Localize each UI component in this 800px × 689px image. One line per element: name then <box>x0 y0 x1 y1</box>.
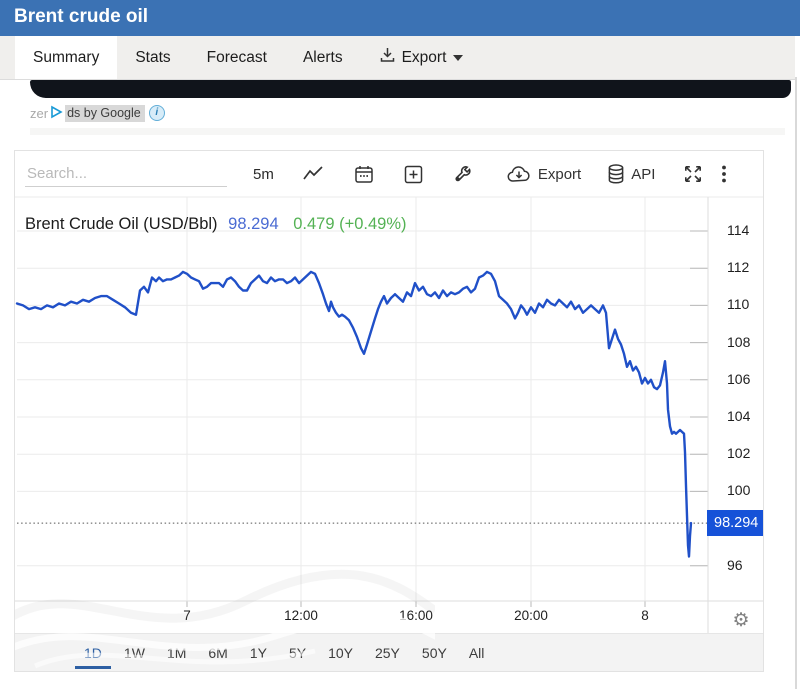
calendar-icon <box>354 165 374 184</box>
page-title: Brent crude oil <box>14 6 149 27</box>
range-button-1d[interactable]: 1D <box>73 634 113 671</box>
range-button-1w[interactable]: 1W <box>113 634 156 671</box>
api-button[interactable]: API <box>605 162 657 186</box>
interval-selector[interactable]: 5m <box>253 165 274 183</box>
range-button-1m[interactable]: 1M <box>156 634 197 671</box>
y-axis-label: 106 <box>727 370 751 387</box>
tab-stats[interactable]: Stats <box>117 36 188 79</box>
tab-alerts-label: Alerts <box>302 48 343 66</box>
x-axis-label: 20:00 <box>514 608 548 623</box>
add-series-icon <box>404 165 423 184</box>
instrument-change: 0.479 (+0.49%) <box>293 215 407 233</box>
range-button-6m[interactable]: 6M <box>197 634 238 671</box>
y-axis-label: 112 <box>727 259 750 276</box>
fullscreen-icon <box>683 164 703 184</box>
range-button-1y[interactable]: 1Y <box>239 634 278 671</box>
y-axis-label: 108 <box>727 333 751 350</box>
x-axis-label: 12:00 <box>284 608 318 623</box>
ad-banner <box>30 80 791 98</box>
y-axis-label: 100 <box>727 482 751 499</box>
export-button-label: Export <box>537 165 582 183</box>
tab-export-label: Export <box>401 48 447 66</box>
ad-attribution: zer ds by Google i <box>30 104 165 122</box>
tab-stats-label: Stats <box>135 48 171 66</box>
page-header: Brent crude oil <box>0 0 800 36</box>
scrollbar[interactable] <box>795 77 797 689</box>
y-axis-label: 102 <box>727 445 751 462</box>
tab-summary-label: Summary <box>33 48 100 66</box>
tab-forecast[interactable]: Forecast <box>189 36 285 79</box>
export-button[interactable]: Export <box>504 163 583 186</box>
last-price-badge: 98.294 <box>707 510 763 537</box>
tab-summary[interactable]: Summary <box>15 36 118 79</box>
instrument-name: Brent Crude Oil (USD/Bbl) <box>25 215 218 233</box>
api-button-label: API <box>631 165 656 183</box>
ad-info-icon[interactable]: i <box>148 105 165 121</box>
y-axis-label: 110 <box>727 296 750 313</box>
database-icon <box>607 164 625 184</box>
instrument-price: 98.294 <box>228 215 279 233</box>
fullscreen-button[interactable] <box>681 162 705 186</box>
cloud-download-icon <box>506 165 532 184</box>
line-chart-icon <box>302 165 324 183</box>
price-line-series <box>15 270 693 558</box>
chart-type-button[interactable] <box>300 163 326 185</box>
x-axis-label: 8 <box>641 608 649 623</box>
chart-title: Brent Crude Oil (USD/Bbl) 98.294 0.479 (… <box>25 215 407 234</box>
search-input[interactable] <box>25 161 227 187</box>
range-button-25y[interactable]: 25Y <box>364 634 411 671</box>
range-button-5y[interactable]: 5Y <box>278 634 317 671</box>
download-icon <box>379 47 396 68</box>
axis-settings-gear-icon[interactable]: ⚙ <box>719 606 763 634</box>
y-axis-label: 96 <box>727 556 743 573</box>
range-button-all[interactable]: All <box>458 634 496 671</box>
kebab-menu-icon <box>721 164 727 184</box>
ad-strip <box>30 128 785 135</box>
tab-forecast-label: Forecast <box>206 48 267 66</box>
wrench-icon <box>453 165 472 184</box>
x-axis-label: 16:00 <box>399 608 433 623</box>
date-range-button[interactable] <box>352 163 376 186</box>
tab-export[interactable]: Export <box>361 36 482 79</box>
chart-panel: 5m <box>14 150 764 672</box>
range-selector-bar: 1D 1W 1M 6M 1Y 5Y 10Y 25Y 50Y All <box>15 633 763 671</box>
compare-button[interactable] <box>402 163 425 186</box>
y-axis-label: 104 <box>727 408 751 424</box>
adchoices-icon[interactable] <box>50 105 63 122</box>
x-axis-label: 7 <box>183 608 191 623</box>
chart-toolbar: 5m <box>15 151 763 197</box>
y-axis-label: 114 <box>727 222 750 238</box>
tab-bar: Summary Stats Forecast Alerts Export <box>0 36 795 80</box>
range-button-10y[interactable]: 10Y <box>317 634 364 671</box>
tab-alerts[interactable]: Alerts <box>285 36 361 79</box>
range-button-50y[interactable]: 50Y <box>411 634 458 671</box>
indicators-button[interactable] <box>451 163 474 186</box>
ads-by-google-label[interactable]: ds by Google <box>65 104 145 122</box>
more-options-button[interactable] <box>719 162 729 186</box>
ad-cutoff-text: zer <box>30 105 49 121</box>
chevron-down-icon <box>453 54 464 61</box>
